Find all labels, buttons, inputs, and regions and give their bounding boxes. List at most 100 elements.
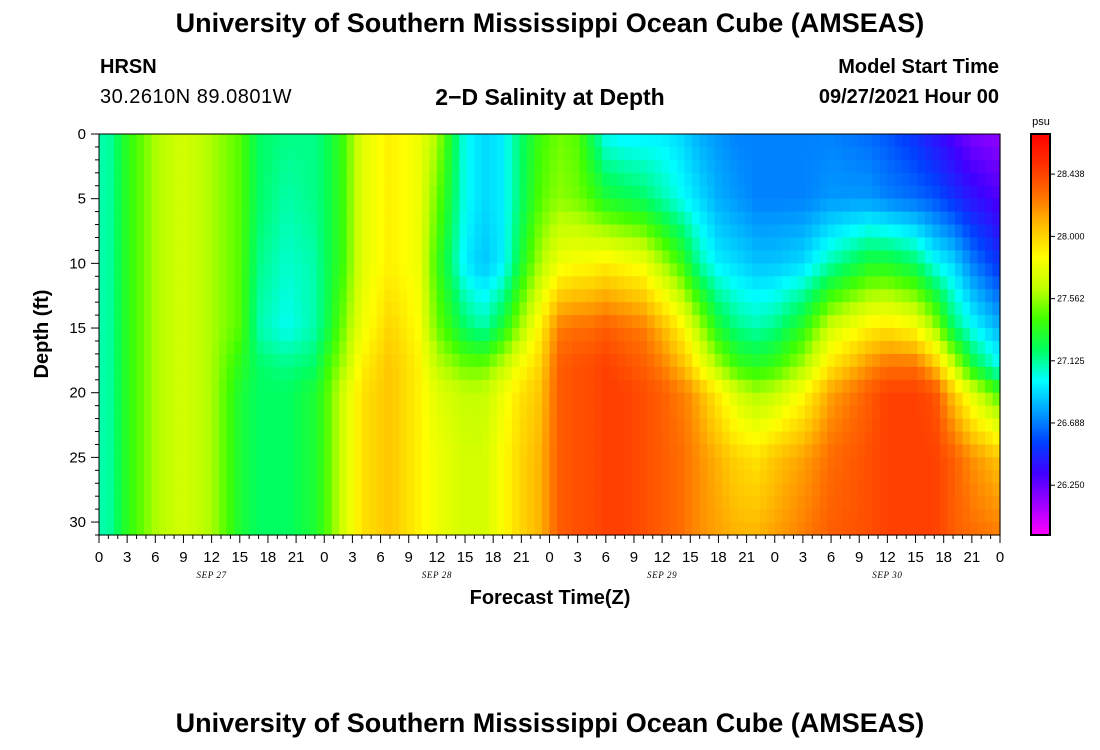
- heatmap-cell: [767, 263, 776, 277]
- heatmap-cell: [804, 379, 813, 394]
- heatmap-cell: [129, 392, 138, 407]
- heatmap-cell: [279, 134, 288, 148]
- heatmap-cell: [654, 276, 663, 290]
- heatmap-cell: [969, 353, 979, 368]
- heatmap-cell: [894, 250, 903, 264]
- heatmap-cell: [887, 211, 896, 226]
- heatmap-cell: [481, 302, 491, 316]
- heatmap-cell: [984, 353, 994, 368]
- heatmap-cell: [406, 470, 415, 484]
- heatmap-cell: [429, 146, 438, 161]
- heatmap-cell: [654, 185, 663, 200]
- heatmap-cell: [384, 509, 393, 523]
- heatmap-cell: [692, 250, 701, 264]
- heatmap-cell: [519, 328, 528, 342]
- heatmap-cell: [504, 250, 513, 264]
- heatmap-cell: [564, 405, 573, 420]
- heatmap-cell: [264, 211, 273, 226]
- heatmap-cell: [279, 159, 288, 174]
- heatmap-cell: [271, 224, 280, 239]
- heatmap-cell: [196, 315, 205, 329]
- heatmap-cell: [129, 146, 138, 161]
- heatmap-cell: [557, 302, 566, 316]
- heatmap-cell: [294, 405, 303, 420]
- heatmap-cell: [939, 146, 949, 161]
- heatmap-cell: [174, 405, 183, 420]
- heatmap-cell: [519, 418, 528, 433]
- heatmap-cell: [617, 431, 626, 446]
- heatmap-cell: [662, 289, 671, 303]
- heatmap-cell: [579, 159, 588, 174]
- heatmap-cell: [879, 522, 888, 536]
- heatmap-cell: [872, 418, 881, 433]
- heatmap-cell: [481, 198, 491, 213]
- heatmap-cell: [234, 483, 243, 497]
- heatmap-cell: [264, 353, 273, 368]
- heatmap-cell: [639, 470, 648, 484]
- heatmap-cell: [602, 509, 611, 523]
- heatmap-cell: [241, 185, 250, 200]
- heatmap-cell: [444, 302, 453, 316]
- heatmap-cell: [564, 250, 573, 264]
- heatmap-cell: [151, 250, 160, 264]
- heatmap-cell: [954, 289, 964, 303]
- heatmap-cell: [969, 146, 979, 161]
- heatmap-cell: [324, 509, 333, 523]
- heatmap-cell: [189, 146, 198, 161]
- heatmap-cell: [541, 353, 551, 368]
- heatmap-cell: [669, 302, 678, 316]
- heatmap-cell: [977, 366, 986, 381]
- x-axis-title: Forecast Time(Z): [470, 587, 631, 609]
- heatmap-cell: [579, 250, 588, 264]
- heatmap-cell: [827, 224, 836, 239]
- heatmap-cell: [654, 366, 663, 381]
- heatmap-cell: [121, 224, 130, 239]
- heatmap-cell: [692, 315, 701, 329]
- heatmap-cell: [894, 211, 903, 226]
- heatmap-cell: [114, 134, 123, 148]
- heatmap-cell: [692, 353, 701, 368]
- heatmap-cell: [677, 418, 686, 433]
- heatmap-cell: [414, 159, 423, 174]
- heatmap-cell: [729, 353, 738, 368]
- heatmap-cell: [174, 289, 183, 303]
- heatmap-cell: [189, 289, 198, 303]
- heatmap-cell: [211, 185, 220, 200]
- heatmap-cell: [166, 185, 175, 200]
- heatmap-cell: [414, 457, 423, 471]
- heatmap-cell: [121, 392, 130, 407]
- heatmap-cell: [752, 198, 761, 213]
- heatmap-cell: [894, 315, 903, 329]
- heatmap-cell: [767, 366, 776, 381]
- heatmap-cell: [436, 444, 445, 458]
- heatmap-cell: [136, 276, 145, 290]
- heatmap-cell: [474, 405, 483, 420]
- heatmap-cell: [954, 340, 964, 355]
- heatmap-cell: [151, 405, 160, 420]
- heatmap-cell: [189, 250, 198, 264]
- heatmap-cell: [369, 522, 378, 536]
- heatmap-cell: [917, 302, 926, 316]
- heatmap-cell: [346, 457, 355, 471]
- heatmap-cell: [902, 289, 911, 303]
- heatmap-cell: [647, 366, 656, 381]
- heatmap-cell: [797, 211, 806, 226]
- heatmap-cell: [354, 159, 363, 174]
- heatmap-cell: [767, 302, 776, 316]
- heatmap-cell: [969, 418, 979, 433]
- heatmap-cell: [106, 289, 115, 303]
- heatmap-cell: [902, 483, 911, 497]
- heatmap-cell: [256, 276, 265, 290]
- heatmap-cell: [594, 418, 603, 433]
- heatmap-cell: [534, 211, 543, 226]
- heatmap-cell: [954, 366, 964, 381]
- heatmap-cell: [954, 522, 964, 536]
- heatmap-cell: [572, 134, 581, 148]
- heatmap-cell: [609, 198, 618, 213]
- heatmap-cell: [654, 392, 663, 407]
- heatmap-cell: [346, 250, 355, 264]
- heatmap-cell: [129, 134, 138, 148]
- heatmap-cell: [466, 315, 476, 329]
- heatmap-cell: [624, 483, 633, 497]
- heatmap-cell: [354, 302, 363, 316]
